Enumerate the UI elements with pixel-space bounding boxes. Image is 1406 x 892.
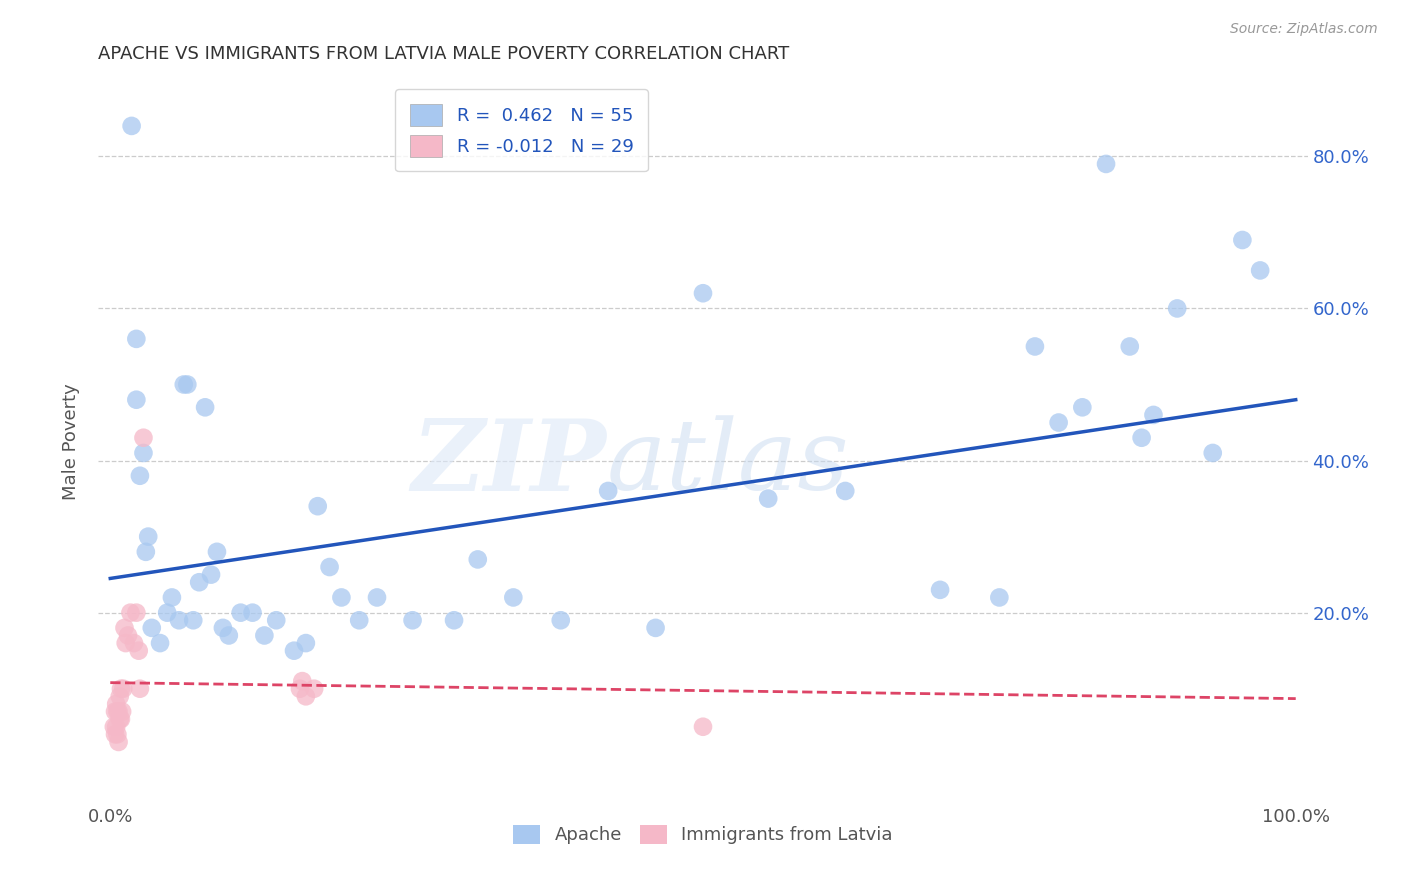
Point [108, 690, 131, 704]
Point [160, 591, 183, 605]
Point [1202, 446, 1225, 460]
Point [692, 720, 714, 734]
Point [834, 483, 856, 498]
Point [125, 332, 148, 346]
Point [218, 628, 240, 642]
Point [149, 636, 172, 650]
Point [347, 613, 370, 627]
Point [114, 621, 136, 635]
Point [1142, 408, 1164, 422]
Point [129, 681, 152, 696]
Point [129, 468, 152, 483]
Legend: Apache, Immigrants from Latvia: Apache, Immigrants from Latvia [506, 818, 900, 852]
Point [194, 401, 217, 415]
Point [107, 705, 129, 719]
Point [1095, 157, 1118, 171]
Point [1047, 416, 1070, 430]
Point [401, 613, 423, 627]
Text: atlas: atlas [606, 416, 849, 511]
Point [291, 674, 314, 689]
Point [295, 636, 318, 650]
Point [114, 636, 136, 650]
Point [644, 621, 666, 635]
Point [181, 613, 204, 627]
Point [212, 621, 235, 635]
Point [1119, 339, 1142, 353]
Point [330, 591, 353, 605]
Point [108, 712, 131, 726]
Point [283, 643, 305, 657]
Point [120, 606, 142, 620]
Point [121, 119, 143, 133]
Point [110, 712, 132, 726]
Point [188, 575, 211, 590]
Point [550, 613, 572, 627]
Point [295, 690, 318, 704]
Y-axis label: Male Poverty: Male Poverty [62, 384, 80, 500]
Text: Source: ZipAtlas.com: Source: ZipAtlas.com [1230, 22, 1378, 37]
Point [111, 705, 134, 719]
Point [264, 613, 287, 627]
Point [156, 606, 179, 620]
Point [242, 606, 264, 620]
Point [443, 613, 465, 627]
Point [128, 643, 150, 657]
Point [988, 591, 1011, 605]
Point [110, 681, 132, 696]
Point [105, 720, 128, 734]
Point [307, 499, 329, 513]
Point [1249, 263, 1271, 277]
Text: APACHE VS IMMIGRANTS FROM LATVIA MALE POVERTY CORRELATION CHART: APACHE VS IMMIGRANTS FROM LATVIA MALE PO… [98, 45, 790, 63]
Point [929, 582, 952, 597]
Point [104, 727, 127, 741]
Point [205, 545, 228, 559]
Point [122, 636, 145, 650]
Point [502, 591, 524, 605]
Point [598, 483, 620, 498]
Point [229, 606, 252, 620]
Point [692, 286, 714, 301]
Point [103, 720, 125, 734]
Text: ZIP: ZIP [412, 415, 606, 511]
Point [125, 606, 148, 620]
Point [105, 697, 128, 711]
Point [107, 735, 129, 749]
Point [141, 621, 163, 635]
Point [105, 727, 128, 741]
Point [167, 613, 190, 627]
Point [176, 377, 198, 392]
Point [136, 530, 159, 544]
Point [1232, 233, 1254, 247]
Point [302, 681, 325, 696]
Point [200, 567, 222, 582]
Point [288, 681, 311, 696]
Point [105, 705, 128, 719]
Point [1166, 301, 1188, 316]
Point [132, 446, 155, 460]
Point [104, 705, 127, 719]
Point [467, 552, 489, 566]
Point [1024, 339, 1046, 353]
Point [132, 431, 155, 445]
Point [1071, 401, 1094, 415]
Point [366, 591, 388, 605]
Point [117, 628, 139, 642]
Point [756, 491, 779, 506]
Point [253, 628, 276, 642]
Point [173, 377, 195, 392]
Point [125, 392, 148, 407]
Point [318, 560, 340, 574]
Point [112, 681, 135, 696]
Point [135, 545, 157, 559]
Point [1130, 431, 1153, 445]
